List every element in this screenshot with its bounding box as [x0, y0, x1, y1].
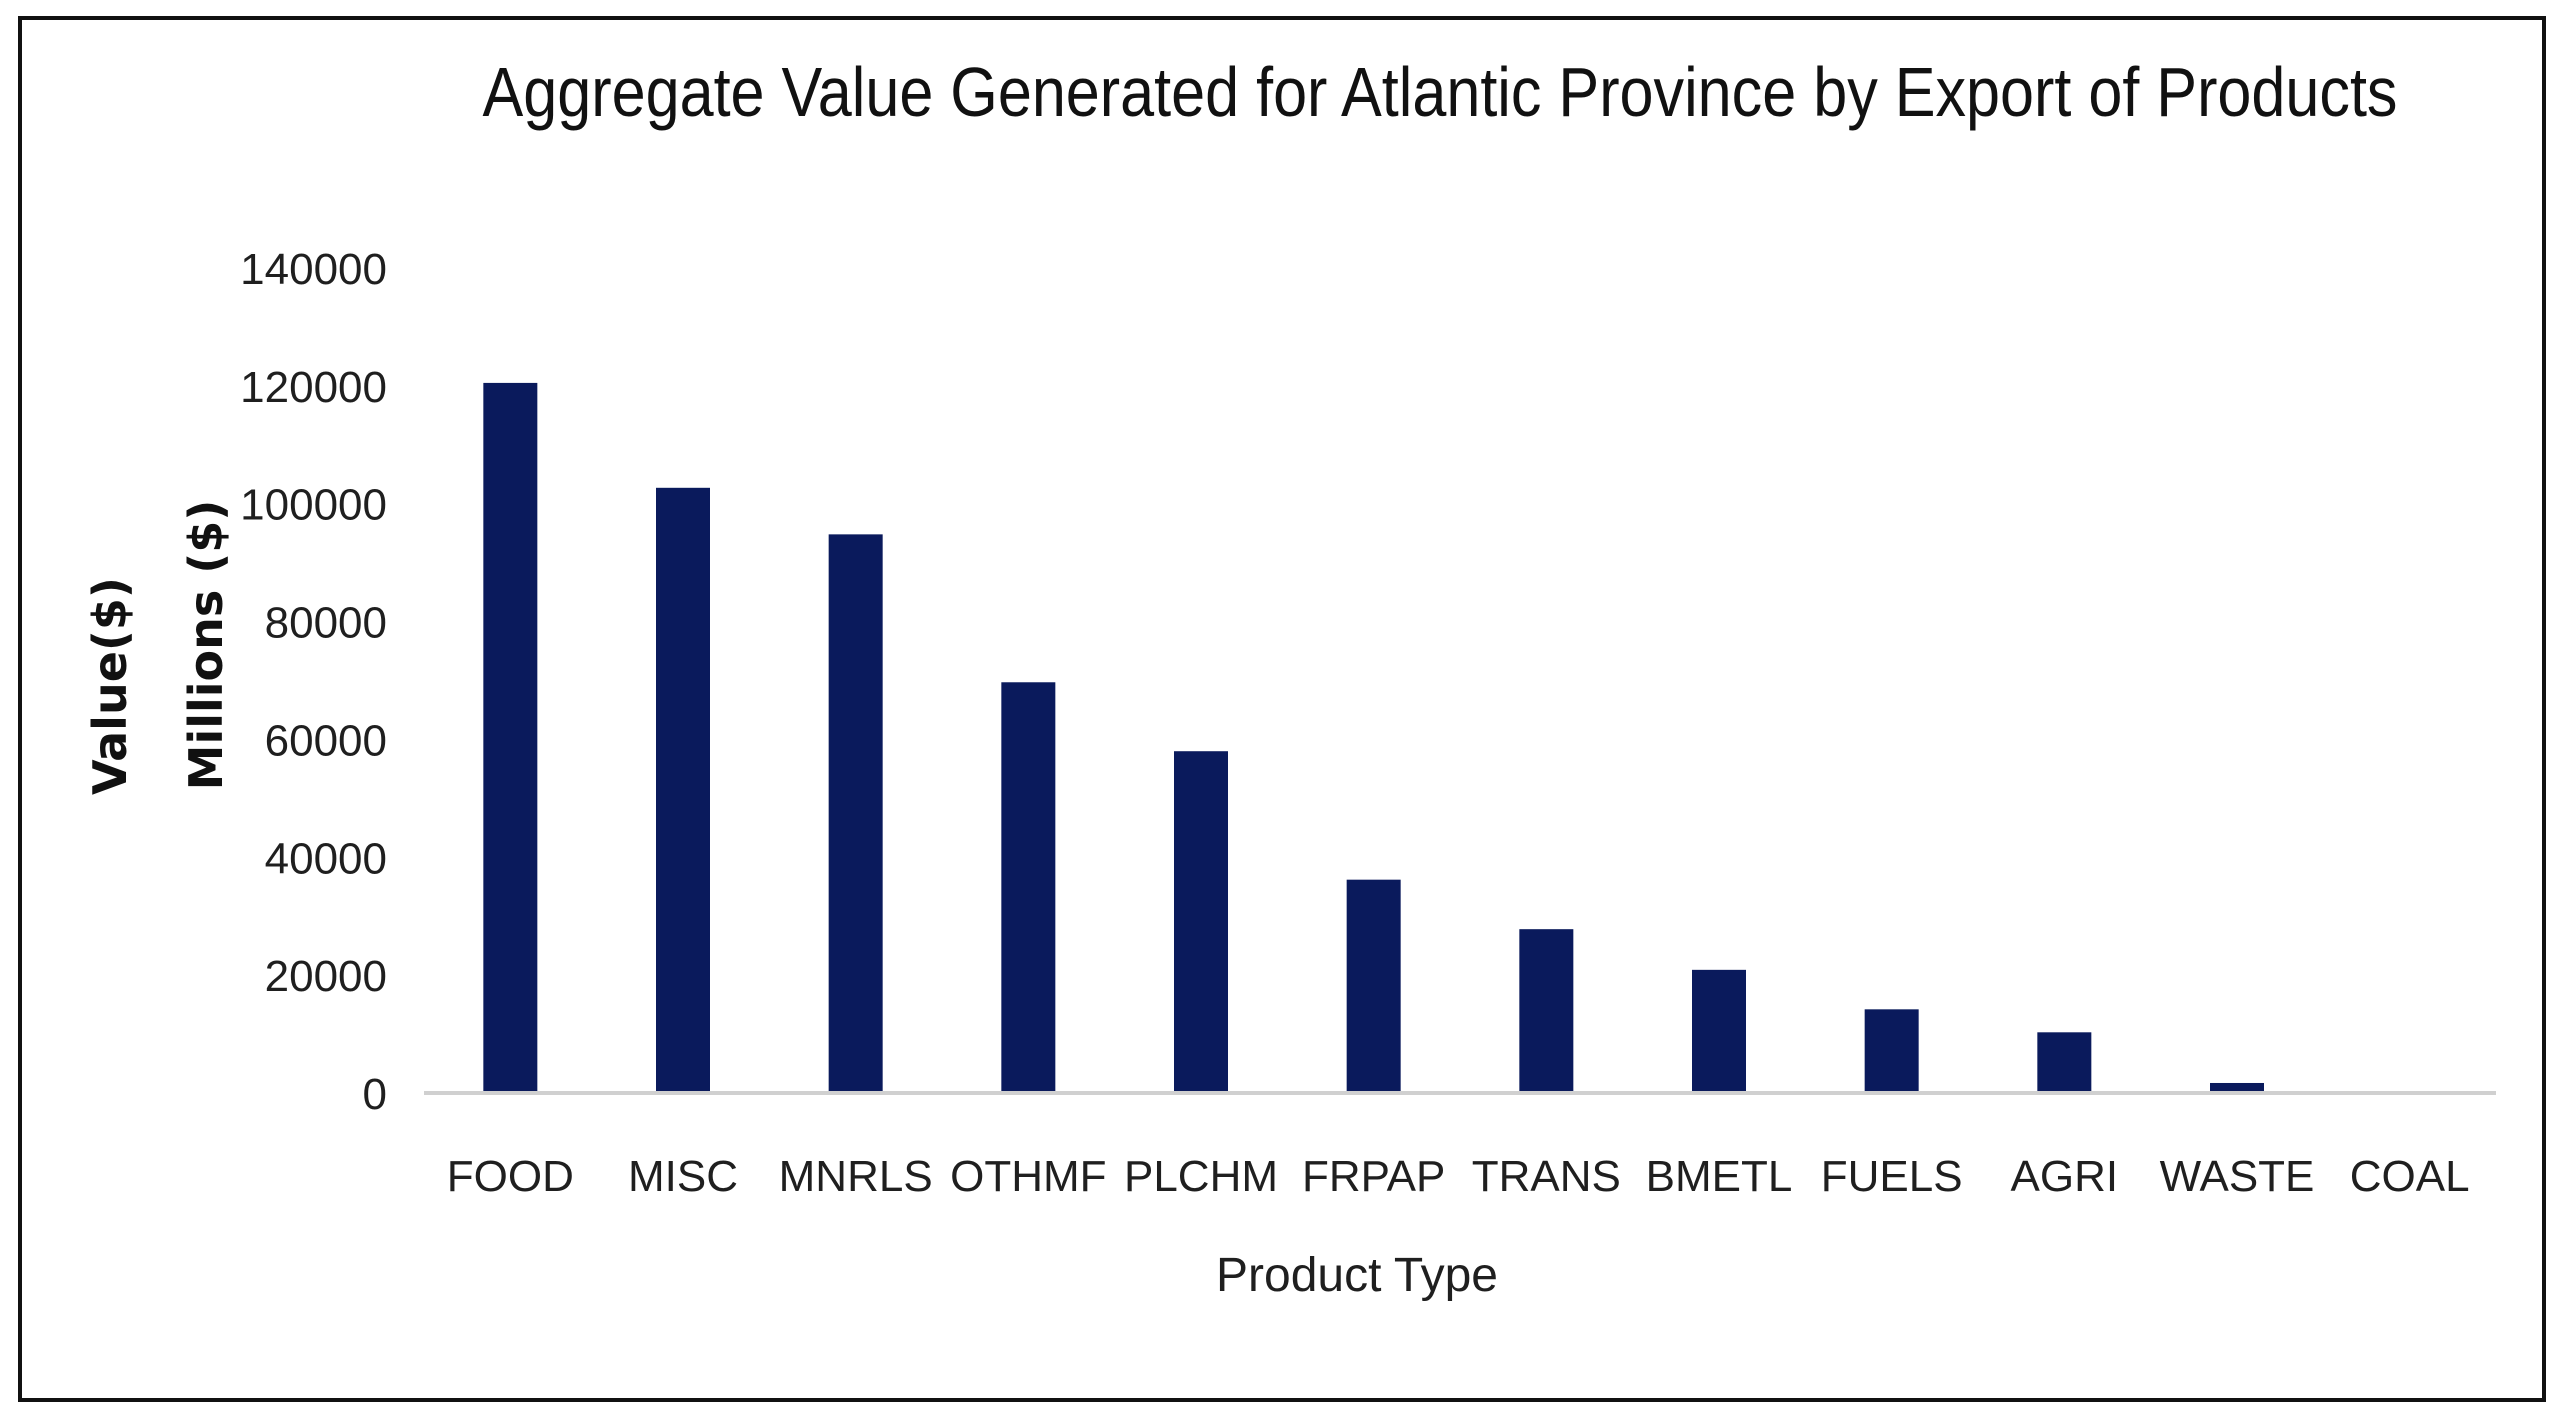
bar-bmetl [1692, 969, 1746, 1093]
bar-frpap [1346, 879, 1401, 1093]
y-tick-label: 140000 [240, 245, 387, 294]
bar-trans [1519, 929, 1574, 1093]
y-tick-label: 20000 [265, 952, 387, 1001]
y-axis-label-units: Millions ($) [179, 500, 233, 791]
x-tick-label: PLCHM [1124, 1152, 1278, 1201]
x-tick-label: AGRI [2011, 1152, 2119, 1201]
y-tick-label: 120000 [240, 363, 387, 412]
x-tick-label: WASTE [2160, 1152, 2315, 1201]
bar-misc [656, 487, 710, 1093]
y-axis-ticks: 0 20000 40000 60000 80000 100000 120000 140000 [240, 245, 387, 1119]
x-tick-label: TRANS [1472, 1152, 1621, 1201]
y-tick-label: 100000 [240, 481, 387, 530]
x-tick-label: MNRLS [779, 1152, 933, 1201]
chart-frame [18, 16, 2546, 1402]
x-tick-label: BMETL [1646, 1152, 1793, 1201]
chart-title: Aggregate Value Generated for Atlantic P… [483, 53, 2398, 131]
x-axis-label: Product Type [1216, 1249, 1498, 1302]
bar-food [483, 382, 538, 1093]
bar-plchm [1174, 751, 1228, 1093]
bar-agri [2037, 1032, 2092, 1093]
x-tick-label: MISC [628, 1152, 738, 1201]
bar-waste [2210, 1082, 2264, 1093]
bar-fuels [1864, 1009, 1919, 1093]
x-tick-label: OTHMF [950, 1152, 1106, 1201]
y-tick-label: 0 [363, 1070, 387, 1119]
x-tick-label: FRPAP [1302, 1152, 1445, 1201]
y-tick-label: 80000 [265, 599, 387, 648]
bar-mnrls [828, 534, 883, 1093]
bar-othmf [1001, 682, 1056, 1093]
y-tick-label: 40000 [265, 834, 387, 883]
y-tick-label: 60000 [265, 716, 387, 765]
bars [483, 382, 2264, 1093]
x-tick-label: FUELS [1821, 1152, 1963, 1201]
y-axis-label-value: Value($) [83, 577, 137, 795]
x-tick-label: FOOD [447, 1152, 574, 1201]
x-axis-ticks: FOOD MISC MNRLS OTHMF PLCHM FRPAP TRANS BMETL FU… [447, 1152, 2470, 1201]
x-tick-label: COAL [2350, 1152, 2470, 1201]
